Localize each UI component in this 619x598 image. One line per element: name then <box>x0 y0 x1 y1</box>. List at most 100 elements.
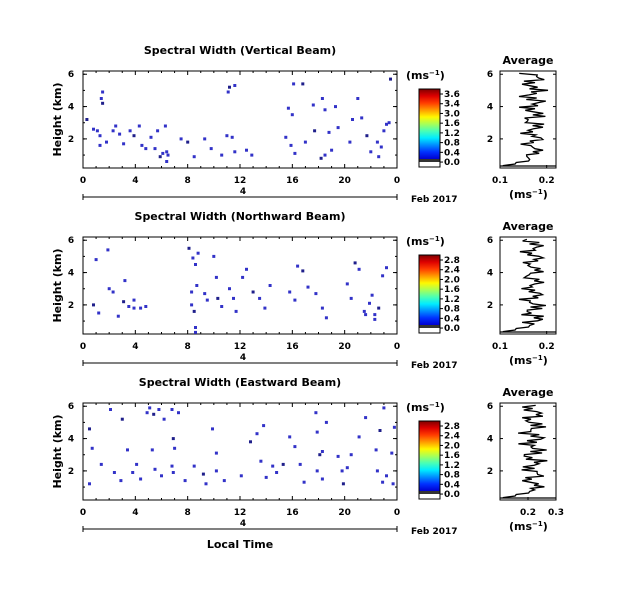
data-point <box>348 140 352 144</box>
x-tick-label: 16 <box>286 342 299 352</box>
data-point <box>306 285 310 289</box>
data-point <box>120 417 124 421</box>
data-point <box>290 113 294 117</box>
data-point <box>351 118 354 121</box>
data-point <box>90 446 94 450</box>
colorbar-tick-label: 0.8 <box>444 305 460 315</box>
x-tick-label: 12 <box>234 176 247 186</box>
data-point <box>225 134 229 138</box>
unit-close: ) <box>440 235 445 248</box>
data-point <box>323 108 327 112</box>
colorbar-tick-label: 0.0 <box>444 158 460 168</box>
average-profile-line <box>502 72 549 167</box>
unit-close: ) <box>440 69 445 82</box>
colorbar-tick-label: 1.2 <box>444 129 460 139</box>
data-point <box>258 296 262 300</box>
unit-exponent: −1 <box>429 235 440 243</box>
x-tick-label: 0 <box>80 508 86 518</box>
unit-base: (ms <box>406 401 429 414</box>
data-point <box>302 480 306 484</box>
data-point <box>153 467 157 471</box>
colorbar-tick-label: 0.4 <box>444 148 460 158</box>
data-point <box>122 300 126 304</box>
average-frame <box>499 70 557 169</box>
average-profile-line <box>502 404 548 499</box>
data-point <box>345 282 349 286</box>
colorbar-gradient <box>419 89 440 159</box>
data-point <box>330 148 334 152</box>
data-point <box>171 437 175 441</box>
data-point <box>105 140 108 144</box>
data-point <box>391 482 395 486</box>
panel-2: Spectral Width (Northward Beam) Height (k… <box>51 210 557 371</box>
data-point <box>126 448 129 452</box>
average-x-label: (ms−1) <box>509 354 548 367</box>
data-point <box>203 292 207 296</box>
unit-base: (ms <box>509 354 532 367</box>
x-tick-label: 8 <box>185 176 191 186</box>
average-y-tick-label: 2 <box>487 301 493 311</box>
average-y-tick-label: 6 <box>487 236 493 246</box>
data-point <box>392 425 396 429</box>
colorbar-tick-label: 1.6 <box>444 285 460 295</box>
data-point <box>92 127 95 131</box>
x-tick-label: 0 <box>394 508 400 518</box>
x-tick-label: 12 <box>234 508 247 518</box>
data-point <box>341 482 345 486</box>
date-axis-month-label: Feb 2017 <box>411 361 458 371</box>
data-point <box>377 306 381 310</box>
data-point <box>131 471 135 474</box>
data-point <box>336 454 340 458</box>
data-point <box>116 314 120 318</box>
average-x-tick-label: 0.2 <box>520 508 536 518</box>
data-point <box>127 305 131 308</box>
data-point <box>162 417 166 421</box>
data-point <box>112 471 116 474</box>
data-point <box>179 137 183 141</box>
data-point <box>122 142 126 146</box>
plot-frame <box>82 70 398 169</box>
x-tick-label: 8 <box>185 508 191 518</box>
data-point <box>357 267 361 271</box>
colorbar-tick-label: 2.8 <box>444 422 460 432</box>
data-point <box>111 290 115 294</box>
data-point <box>140 143 144 147</box>
colorbar-tick-label: 2.0 <box>444 275 460 285</box>
data-point <box>259 459 263 463</box>
data-point <box>360 116 364 120</box>
colorbar-tick-label: 1.6 <box>444 119 460 129</box>
data-point <box>139 306 143 310</box>
data-point <box>171 471 175 474</box>
data-point <box>385 266 388 270</box>
colorbar-bottom-band <box>419 162 440 167</box>
data-point <box>356 97 360 100</box>
average-title: Average <box>503 386 554 399</box>
colorbar-tick-label: 1.2 <box>444 461 460 471</box>
colorbar-tick-label: 0.0 <box>444 490 460 500</box>
unit-base: (ms <box>406 235 429 248</box>
data-point <box>123 279 127 283</box>
data-point <box>157 408 161 411</box>
data-point <box>250 153 254 157</box>
data-points <box>92 246 388 334</box>
data-point <box>314 411 318 415</box>
data-point <box>319 156 323 160</box>
panel-title: Spectral Width (Northward Beam) <box>135 210 346 223</box>
colorbar-tick-label: 3.0 <box>444 109 460 119</box>
data-point <box>293 298 297 302</box>
y-tick-label: 2 <box>68 135 74 145</box>
data-point <box>311 103 315 107</box>
data-points <box>88 406 396 486</box>
plot-frame <box>82 236 398 335</box>
data-point <box>192 309 196 313</box>
data-point <box>327 130 331 134</box>
unit-close: ) <box>543 520 548 533</box>
colorbar-bottom-band <box>419 494 440 499</box>
y-axis-label: Height (km) <box>51 414 64 488</box>
colorbar-bottom-band <box>419 491 440 494</box>
data-point <box>98 143 102 147</box>
data-point <box>232 296 235 300</box>
data-point <box>241 275 245 279</box>
unit-exponent: −1 <box>429 401 440 409</box>
data-point <box>173 446 177 450</box>
